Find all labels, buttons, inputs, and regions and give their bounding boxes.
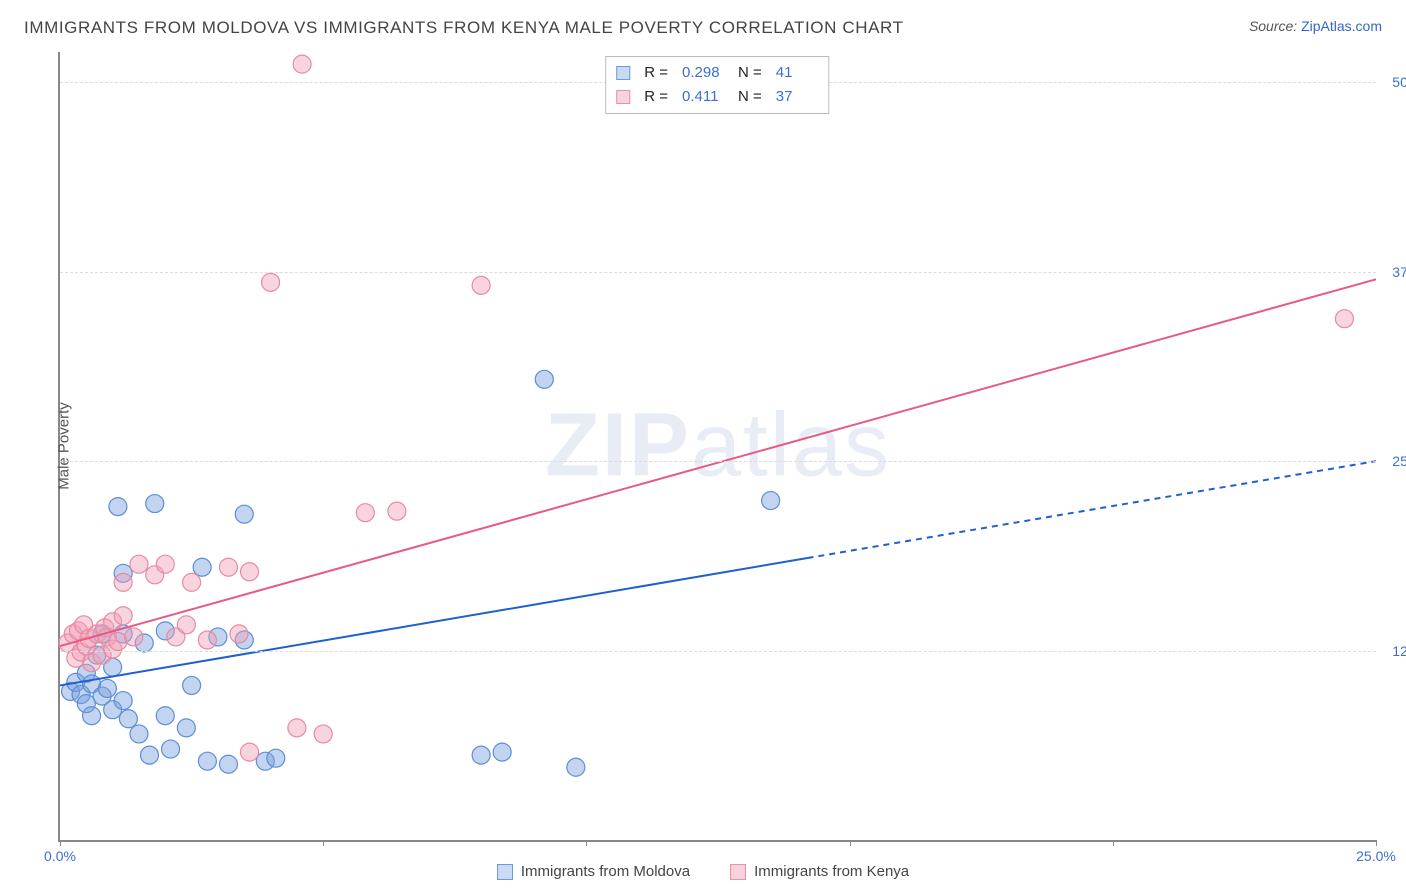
scatter-point — [109, 498, 127, 516]
stat-r-label: R = — [644, 61, 668, 85]
regression-line-extrapolated — [807, 461, 1376, 558]
scatter-point — [162, 740, 180, 758]
y-tick-label: 37.5% — [1392, 264, 1406, 280]
scatter-point — [156, 707, 174, 725]
gridline — [60, 272, 1376, 273]
legend-item: Immigrants from Moldova — [497, 863, 690, 880]
scatter-point — [114, 573, 132, 591]
scatter-point — [288, 719, 306, 737]
scatter-point — [183, 676, 201, 694]
scatter-point — [267, 749, 285, 767]
chart-svg-layer — [60, 52, 1376, 840]
legend-label: Immigrants from Moldova — [521, 863, 690, 880]
y-tick-label: 50.0% — [1392, 74, 1406, 90]
stat-n-value: 37 — [776, 85, 818, 109]
gridline — [60, 651, 1376, 652]
scatter-point — [535, 370, 553, 388]
scatter-point — [146, 495, 164, 513]
legend-label: Immigrants from Kenya — [754, 863, 909, 880]
scatter-point — [193, 558, 211, 576]
scatter-point — [156, 555, 174, 573]
x-tick-mark — [1376, 840, 1377, 846]
series-legend: Immigrants from Moldova Immigrants from K… — [0, 863, 1406, 880]
scatter-point — [198, 631, 216, 649]
scatter-point — [119, 710, 137, 728]
scatter-point — [472, 276, 490, 294]
scatter-point — [262, 273, 280, 291]
scatter-point — [472, 746, 490, 764]
scatter-point — [183, 573, 201, 591]
scatter-point — [177, 719, 195, 737]
scatter-point — [219, 755, 237, 773]
scatter-point — [762, 492, 780, 510]
scatter-point — [130, 725, 148, 743]
stat-r-label: R = — [644, 85, 668, 109]
x-tick-mark — [850, 840, 851, 846]
x-tick-mark — [60, 840, 61, 846]
scatter-point — [219, 558, 237, 576]
x-tick-mark — [586, 840, 587, 846]
legend-swatch — [730, 864, 746, 880]
chart-plot-area: Male Poverty ZIPatlas 12.5%25.0%37.5%50.… — [58, 52, 1376, 842]
source-link[interactable]: ZipAtlas.com — [1301, 18, 1382, 34]
legend-swatch — [497, 864, 513, 880]
scatter-point — [567, 758, 585, 776]
scatter-point — [235, 505, 253, 523]
page-title: IMMIGRANTS FROM MOLDOVA VS IMMIGRANTS FR… — [24, 18, 904, 38]
y-tick-label: 12.5% — [1392, 643, 1406, 659]
scatter-point — [293, 55, 311, 73]
scatter-point — [198, 752, 216, 770]
scatter-point — [388, 502, 406, 520]
scatter-point — [241, 743, 259, 761]
legend-swatch — [616, 66, 630, 80]
regression-line — [60, 558, 807, 685]
source-attribution: Source: ZipAtlas.com — [1249, 18, 1382, 34]
scatter-point — [230, 625, 248, 643]
legend-item: Immigrants from Kenya — [730, 863, 909, 880]
scatter-point — [109, 632, 127, 650]
stat-n-label: N = — [738, 61, 762, 85]
stat-n-value: 41 — [776, 61, 818, 85]
scatter-point — [130, 555, 148, 573]
x-tick-label: 0.0% — [44, 848, 76, 864]
scatter-point — [114, 607, 132, 625]
stat-r-value: 0.411 — [682, 85, 724, 109]
x-tick-label: 25.0% — [1356, 848, 1396, 864]
x-tick-mark — [1113, 840, 1114, 846]
stats-legend-row: R = 0.298 N = 41 — [616, 61, 818, 85]
scatter-point — [241, 563, 259, 581]
stat-n-label: N = — [738, 85, 762, 109]
x-tick-mark — [323, 840, 324, 846]
scatter-point — [140, 746, 158, 764]
scatter-point — [125, 628, 143, 646]
scatter-point — [98, 679, 116, 697]
legend-swatch — [616, 90, 630, 104]
scatter-point — [114, 692, 132, 710]
stats-legend-box: R = 0.298 N = 41 R = 0.411 N = 37 — [605, 56, 829, 114]
scatter-point — [356, 504, 374, 522]
stats-legend-row: R = 0.411 N = 37 — [616, 85, 818, 109]
regression-line — [60, 279, 1376, 646]
scatter-point — [83, 707, 101, 725]
y-tick-label: 25.0% — [1392, 453, 1406, 469]
scatter-point — [493, 743, 511, 761]
stat-r-value: 0.298 — [682, 61, 724, 85]
scatter-point — [177, 616, 195, 634]
scatter-point — [1335, 310, 1353, 328]
scatter-point — [314, 725, 332, 743]
gridline — [60, 461, 1376, 462]
